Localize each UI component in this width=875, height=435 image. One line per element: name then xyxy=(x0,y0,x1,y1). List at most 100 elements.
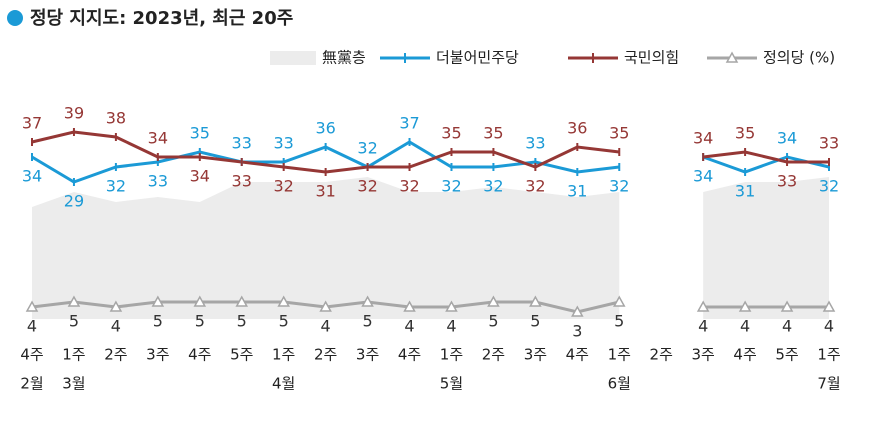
legend-label: 더불어민주당 xyxy=(436,49,519,67)
data-label: 37 xyxy=(399,114,419,133)
data-label: 33 xyxy=(777,172,797,191)
data-label: 39 xyxy=(64,104,84,123)
data-label: 35 xyxy=(609,124,629,143)
data-label: 38 xyxy=(106,109,126,128)
marker xyxy=(277,295,290,307)
month-label: 7월 xyxy=(817,375,840,393)
x-tick-label: 3주 xyxy=(691,346,714,364)
marker xyxy=(780,300,794,312)
x-tick-label: 4주 xyxy=(188,346,211,364)
marker xyxy=(445,300,458,312)
title-bullet xyxy=(7,10,23,26)
marker xyxy=(696,300,710,312)
month-label: 6월 xyxy=(608,375,631,393)
data-label: 32 xyxy=(357,139,377,158)
data-label: 33 xyxy=(525,134,545,153)
x-tick-label: 4주 xyxy=(20,346,43,364)
data-label: 32 xyxy=(274,177,294,196)
chart-title: 정당 지지도: 2023년, 최근 20주 xyxy=(30,8,293,29)
data-label: 5 xyxy=(195,312,205,331)
data-label: 35 xyxy=(190,124,210,143)
month-label: 5월 xyxy=(440,375,463,393)
area xyxy=(32,177,829,319)
marker xyxy=(822,300,836,312)
data-label: 32 xyxy=(399,177,419,196)
data-label: 34 xyxy=(777,129,797,148)
data-label: 4 xyxy=(111,317,121,336)
marker xyxy=(612,295,626,307)
x-tick-label: 5주 xyxy=(775,346,798,364)
data-label: 4 xyxy=(27,317,37,336)
x-tick-label: 3주 xyxy=(524,346,547,364)
x-tick-label: 4주 xyxy=(733,346,756,364)
x-tick-label: 1주 xyxy=(817,346,840,364)
data-label: 32 xyxy=(106,177,126,196)
legend-label: 국민의힘 xyxy=(624,49,679,67)
data-label: 32 xyxy=(357,177,377,196)
data-label: 32 xyxy=(609,177,629,196)
data-label: 31 xyxy=(315,182,335,201)
data-label: 36 xyxy=(315,119,335,138)
data-label: 33 xyxy=(232,172,252,191)
data-label: 34 xyxy=(22,167,42,186)
data-label: 4 xyxy=(824,317,834,336)
data-label: 5 xyxy=(362,312,372,331)
data-label: 4 xyxy=(782,317,792,336)
x-tick-label: 1주 xyxy=(272,346,295,364)
data-label: 4 xyxy=(698,317,708,336)
data-label: 5 xyxy=(488,312,498,331)
data-label: 34 xyxy=(693,167,713,186)
data-label: 4 xyxy=(404,317,414,336)
marker xyxy=(235,295,249,307)
marker xyxy=(529,295,542,307)
legend-label: 無黨층 xyxy=(322,49,366,67)
data-label: 32 xyxy=(525,177,545,196)
data-label: 34 xyxy=(190,167,210,186)
x-tick-label: 1주 xyxy=(608,346,631,364)
data-label: 34 xyxy=(693,129,713,148)
legend-swatch xyxy=(270,51,316,65)
data-label: 36 xyxy=(567,119,587,138)
data-label: 31 xyxy=(735,182,755,201)
data-label: 5 xyxy=(279,312,289,331)
marker xyxy=(403,300,416,312)
data-label: 37 xyxy=(22,114,42,133)
x-tick-label: 2주 xyxy=(314,346,337,364)
marker xyxy=(319,300,332,312)
data-label: 5 xyxy=(530,312,540,331)
marker xyxy=(571,305,584,317)
data-label: 33 xyxy=(819,134,839,153)
x-tick-label: 2주 xyxy=(650,346,673,364)
data-label: 35 xyxy=(483,124,503,143)
data-label: 29 xyxy=(64,192,84,211)
data-label: 5 xyxy=(153,312,163,331)
marker xyxy=(361,295,374,307)
data-label: 33 xyxy=(232,134,252,153)
data-label: 32 xyxy=(483,177,503,196)
data-label: 3 xyxy=(572,322,582,341)
data-label: 4 xyxy=(740,317,750,336)
x-tick-label: 3주 xyxy=(146,346,169,364)
legend-label: 정의당 (%) xyxy=(763,49,835,67)
x-tick-label: 2주 xyxy=(482,346,505,364)
legend-marker xyxy=(725,51,739,63)
marker xyxy=(193,295,207,307)
month-label: 4월 xyxy=(272,375,295,393)
x-tick-label: 1주 xyxy=(62,346,85,364)
marker xyxy=(67,295,81,307)
month-label: 3월 xyxy=(62,375,85,393)
data-label: 34 xyxy=(148,129,168,148)
x-tick-label: 5주 xyxy=(230,346,253,364)
data-label: 4 xyxy=(446,317,456,336)
data-label: 33 xyxy=(274,134,294,153)
marker xyxy=(109,300,123,312)
marker xyxy=(25,300,39,312)
x-tick-label: 4주 xyxy=(566,346,589,364)
data-label: 5 xyxy=(69,312,79,331)
data-label: 35 xyxy=(735,124,755,143)
x-tick-label: 1주 xyxy=(440,346,463,364)
data-label: 31 xyxy=(567,182,587,201)
data-label: 32 xyxy=(819,177,839,196)
